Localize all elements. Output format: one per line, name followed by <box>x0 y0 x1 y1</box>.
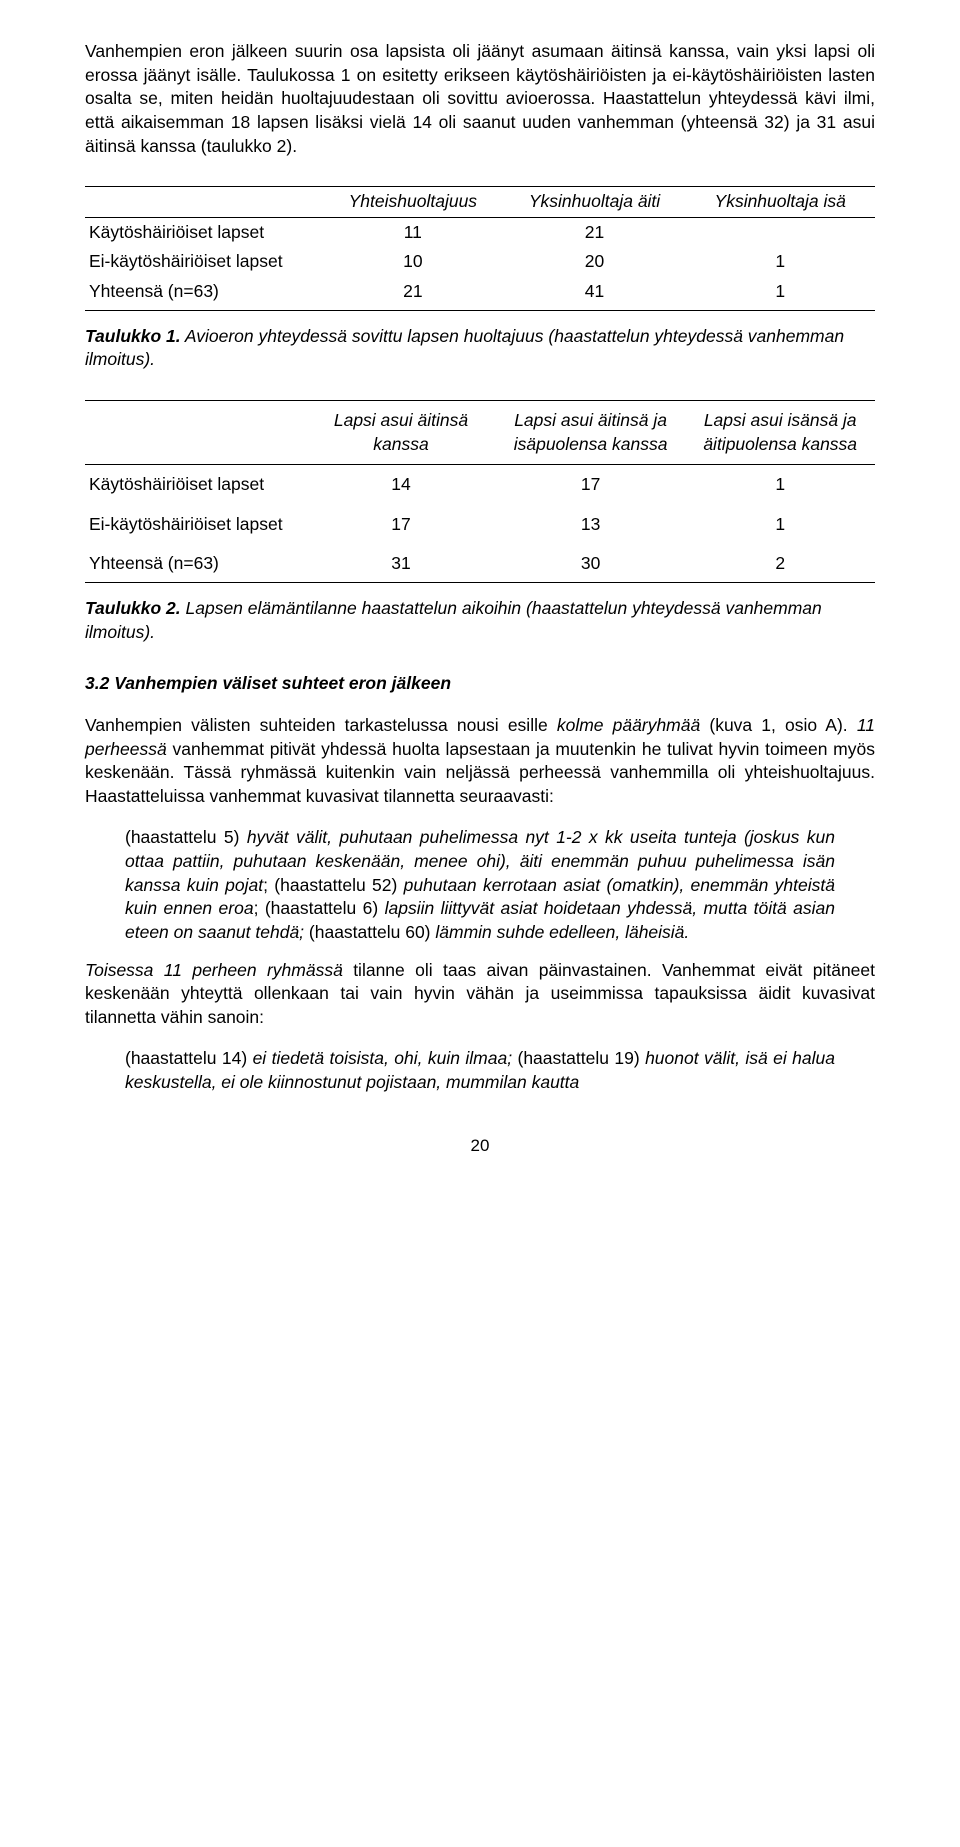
table2-row1-c4: 1 <box>685 465 875 505</box>
table1-row2-c3: 20 <box>504 247 686 277</box>
table2-row2-c4: 1 <box>685 505 875 545</box>
table-2: Lapsi asui äitinsä kanssa Lapsi asui äit… <box>85 400 875 583</box>
table1-row1-c2: 11 <box>322 217 504 247</box>
table1-row3-c4: 1 <box>685 277 875 310</box>
paragraph-3: Toisessa 11 perheen ryhmässä tilanne oli… <box>85 959 875 1030</box>
table1-row3-c2: 21 <box>322 277 504 310</box>
q1-c: ; (haastattelu 52) <box>263 875 404 895</box>
quote-block-2: (haastattelu 14) ei tiedetä toisista, oh… <box>125 1047 835 1094</box>
table2-caption-text: Lapsen elämäntilanne haastattelun aikoih… <box>85 598 822 642</box>
table1-row1-c4 <box>685 217 875 247</box>
table1-row2-c2: 10 <box>322 247 504 277</box>
table2-row2-c3: 13 <box>496 505 686 545</box>
table1-header-col2: Yhteishuoltajuus <box>322 187 504 218</box>
table1-row2-c4: 1 <box>685 247 875 277</box>
table1-row1-label: Käytöshäiriöiset lapset <box>85 217 322 247</box>
table2-caption-label: Taulukko 2. <box>85 598 181 618</box>
table1-row3-c3: 41 <box>504 277 686 310</box>
table2-row3-c4: 2 <box>685 544 875 582</box>
table1-header-col3: Yksinhuoltaja äiti <box>504 187 686 218</box>
table2-row3-label: Yhteensä (n=63) <box>85 544 306 582</box>
p2-text-e: vanhemmat pitivät yhdessä huolta lapsest… <box>85 739 875 806</box>
q2-b: ei tiedetä toisista, ohi, kuin ilmaa; <box>253 1048 513 1068</box>
q1-h: lämmin suhde edelleen, läheisiä. <box>435 922 689 942</box>
table1-caption-text: Avioeron yhteydessä sovittu lapsen huolt… <box>85 326 844 370</box>
table2-header-col4: Lapsi asui isänsä ja äitipuolensa kanssa <box>685 400 875 464</box>
quote-block-1: (haastattelu 5) hyvät välit, puhutaan pu… <box>125 826 835 944</box>
table2-row1-label: Käytöshäiriöiset lapset <box>85 465 306 505</box>
table2-row3-c3: 30 <box>496 544 686 582</box>
table2-row2-c2: 17 <box>306 505 496 545</box>
q1-a: (haastattelu 5) <box>125 827 247 847</box>
q1-g: (haastattelu 60) <box>304 922 435 942</box>
table1-row2-label: Ei-käytöshäiriöiset lapset <box>85 247 322 277</box>
section-heading-3-2: 3.2 Vanhempien väliset suhteet eron jälk… <box>85 672 875 696</box>
table2-row1-c3: 17 <box>496 465 686 505</box>
document-page: Vanhempien eron jälkeen suurin osa lapsi… <box>0 0 960 1847</box>
p3-emphasis-a: Toisessa 11 perheen ryhmässä <box>85 960 343 980</box>
intro-paragraph: Vanhempien eron jälkeen suurin osa lapsi… <box>85 40 875 158</box>
p2-text-a: Vanhempien välisten suhteiden tarkastelu… <box>85 715 557 735</box>
table1-row1-c3: 21 <box>504 217 686 247</box>
table2-row3-c2: 31 <box>306 544 496 582</box>
table2-row1-c2: 14 <box>306 465 496 505</box>
q1-e: ; (haastattelu 6) <box>254 898 385 918</box>
table2-row2-label: Ei-käytöshäiriöiset lapset <box>85 505 306 545</box>
table1-caption: Taulukko 1. Avioeron yhteydessä sovittu … <box>85 325 875 372</box>
q2-a: (haastattelu 14) <box>125 1048 253 1068</box>
table1-caption-label: Taulukko 1. <box>85 326 181 346</box>
table2-header-col2: Lapsi asui äitinsä kanssa <box>306 400 496 464</box>
table2-caption: Taulukko 2. Lapsen elämäntilanne haastat… <box>85 597 875 644</box>
p2-text-c: (kuva 1, osio A). <box>700 715 857 735</box>
p2-emphasis-b: kolme pääryhmää <box>557 715 700 735</box>
page-number: 20 <box>85 1135 875 1158</box>
paragraph-2: Vanhempien välisten suhteiden tarkastelu… <box>85 714 875 809</box>
q2-c: (haastattelu 19) <box>512 1048 645 1068</box>
table1-row3-label: Yhteensä (n=63) <box>85 277 322 310</box>
table2-header-col3: Lapsi asui äitinsä ja isäpuolensa kanssa <box>496 400 686 464</box>
table1-header-col4: Yksinhuoltaja isä <box>685 187 875 218</box>
table-1: Yhteishuoltajuus Yksinhuoltaja äiti Yksi… <box>85 186 875 311</box>
